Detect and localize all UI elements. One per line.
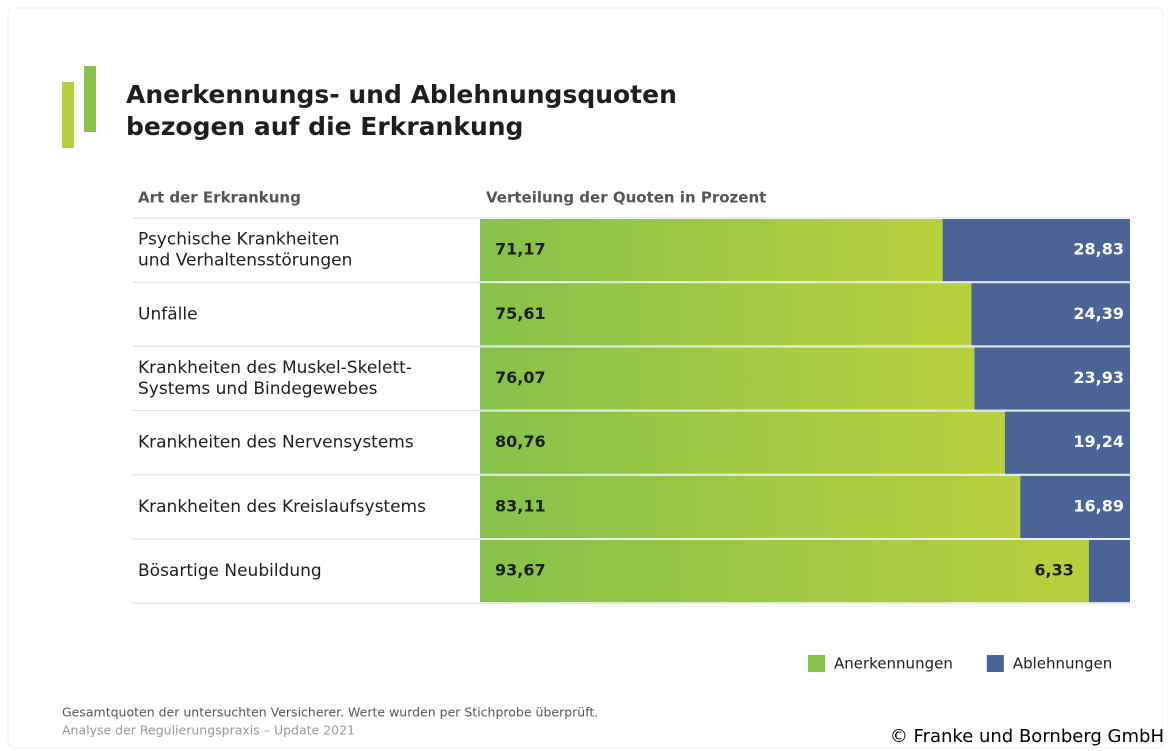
value-label: 6,33 (1034, 561, 1073, 580)
bar-segment (480, 283, 972, 346)
copyright: © Franke und Bornberg GmbH (890, 726, 1164, 747)
bar-segment (1020, 475, 1130, 538)
value-label: 23,93 (1073, 368, 1124, 387)
bar-segment (971, 283, 1130, 346)
category-label: Krankheiten des Kreislaufsystems (138, 497, 426, 517)
bar-segment (480, 540, 1089, 603)
footnote: Analyse der Regulierungspraxis – Update … (62, 723, 355, 738)
bar-segment (1088, 540, 1130, 603)
value-label: 75,61 (495, 304, 546, 323)
legend-swatch (808, 655, 825, 672)
category-label: Krankheiten des Muskel-Skelett- (138, 358, 412, 378)
value-label: 80,76 (495, 432, 546, 451)
category-label: Krankheiten des Nervensystems (138, 433, 414, 453)
bar-segment (942, 219, 1130, 282)
chart-title: bezogen auf die Erkrankung (126, 112, 523, 141)
column-header: Art der Erkrankung (138, 189, 301, 207)
value-label: 16,89 (1073, 496, 1124, 515)
legend-label: Ablehnungen (1013, 655, 1112, 673)
bar-segment (480, 475, 1021, 538)
value-label: 19,24 (1073, 432, 1124, 451)
bar-segment (480, 411, 1005, 474)
value-label: 93,67 (495, 561, 546, 580)
bar-segment (974, 347, 1130, 410)
legend-swatch (986, 655, 1004, 672)
value-label: 24,39 (1073, 304, 1124, 323)
category-label: Bösartige Neubildung (138, 561, 322, 581)
value-label: 71,17 (495, 240, 546, 259)
category-label: Psychische Krankheiten (138, 230, 340, 250)
category-label: und Verhaltensstörungen (138, 251, 352, 271)
bar-segment (480, 219, 943, 282)
category-label: Systems und Bindegewebes (138, 379, 378, 399)
value-label: 28,83 (1073, 240, 1124, 259)
footnote: Gesamtquoten der untersuchten Versichere… (62, 705, 598, 720)
legend-label: Anerkennungen (834, 655, 953, 673)
bar-segment (1004, 411, 1130, 474)
logo-bar (84, 66, 96, 132)
logo-bar (62, 82, 74, 148)
value-label: 76,07 (495, 368, 546, 387)
value-label: 83,11 (495, 496, 546, 515)
bar-segment (480, 347, 975, 410)
category-label: Unfälle (138, 304, 198, 324)
chart-title: Anerkennungs- und Ablehnungsquoten (126, 80, 677, 109)
column-header: Verteilung der Quoten in Prozent (486, 189, 766, 207)
